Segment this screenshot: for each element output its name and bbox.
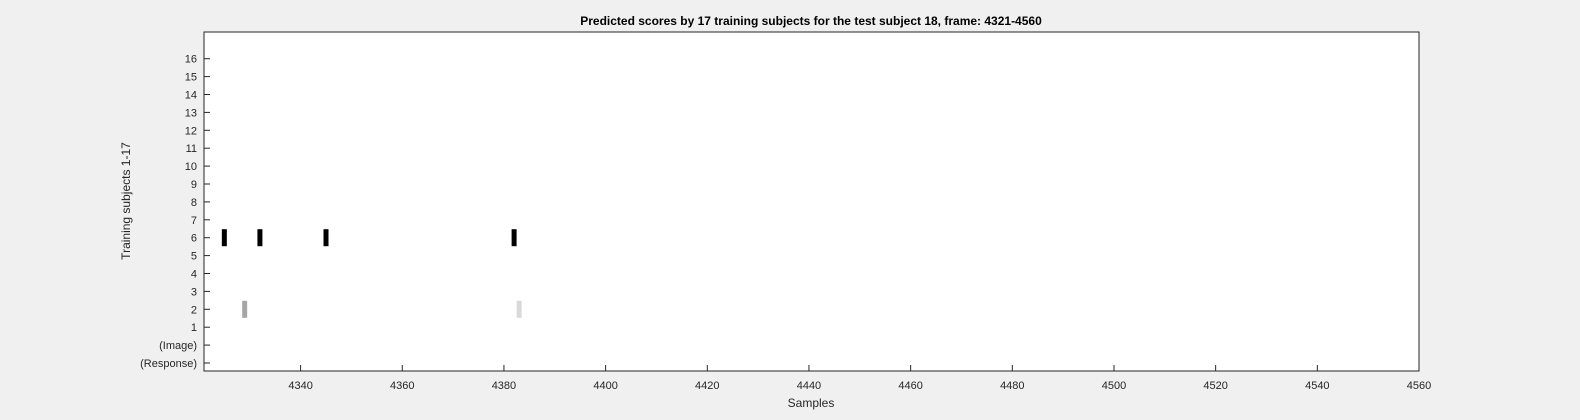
x-tick-label: 4480: [1000, 380, 1024, 392]
x-tick-label: 4340: [288, 380, 312, 392]
y-tick-label: (Response): [140, 358, 197, 370]
y-tick-label: 16: [185, 54, 197, 66]
x-tick-label: 4380: [492, 380, 516, 392]
y-tick-label: 2: [191, 304, 197, 316]
y-tick-label: 10: [185, 161, 197, 173]
y-tick-label: 1: [191, 322, 197, 334]
y-tick-label: 6: [191, 233, 197, 245]
y-tick-label: 3: [191, 286, 197, 298]
x-tick-label: 4420: [695, 380, 719, 392]
y-tick-label: 11: [186, 143, 197, 155]
score-cell: [323, 229, 329, 247]
chart-title: Predicted scores by 17 training subjects…: [580, 14, 1042, 28]
y-tick-label: (Image): [159, 340, 197, 352]
y-tick-label: 15: [185, 72, 197, 84]
x-tick-label: 4360: [390, 380, 414, 392]
y-tick-label: 9: [191, 179, 197, 191]
y-tick-label: 8: [191, 197, 197, 209]
y-tick-label: 14: [185, 90, 197, 102]
score-cell: [242, 300, 248, 318]
score-cell: [516, 300, 522, 318]
x-tick-label: 4500: [1102, 380, 1126, 392]
x-tick-label: 4400: [593, 380, 617, 392]
x-tick-label: 4440: [797, 380, 821, 392]
x-axis-ticks: 4340 4360 4380 4400 4420 4440 4460 4480 4500 4520…: [288, 365, 1431, 392]
y-axis-label: Training subjects 1-17: [119, 142, 133, 260]
x-tick-label: 4540: [1305, 380, 1329, 392]
x-axis-label: Samples: [788, 396, 835, 410]
data-marks: [221, 229, 522, 318]
x-tick-label: 4460: [898, 380, 922, 392]
score-cell: [257, 229, 263, 247]
x-tick-label: 4560: [1407, 380, 1431, 392]
score-cell: [511, 229, 517, 247]
y-tick-label: 12: [185, 125, 197, 137]
x-tick-label: 4520: [1203, 380, 1227, 392]
y-tick-label: 13: [185, 107, 197, 119]
y-tick-label: 5: [191, 251, 197, 263]
plot-area: [203, 31, 1420, 372]
y-tick-label: 7: [191, 215, 197, 227]
y-tick-label: 4: [191, 269, 197, 281]
score-cell: [221, 229, 227, 247]
